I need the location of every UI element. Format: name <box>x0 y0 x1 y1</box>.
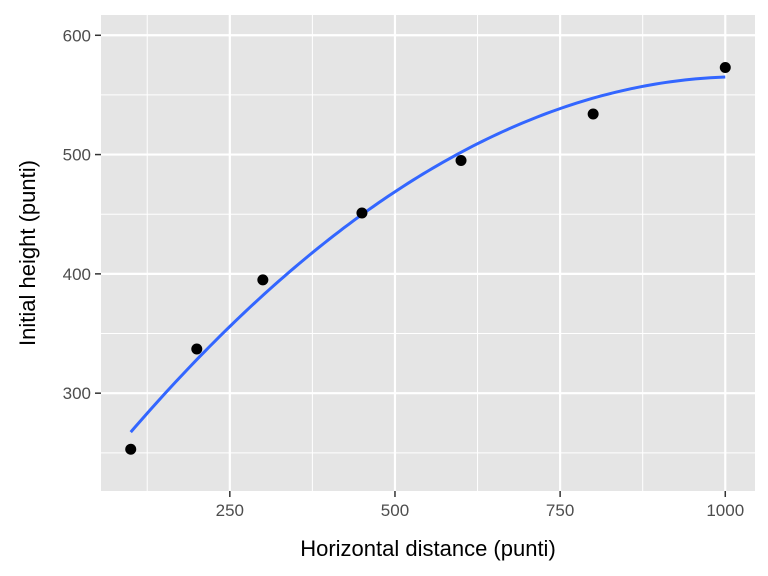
data-point <box>125 443 137 455</box>
plot-panel <box>101 15 755 491</box>
fit-layer <box>129 75 726 434</box>
y-tick-label: 400 <box>63 265 91 284</box>
x-axis-title: Horizontal distance (punti) <box>300 536 556 561</box>
data-point <box>257 274 269 286</box>
x-tick-label: 500 <box>381 501 409 520</box>
data-point <box>356 207 368 219</box>
data-point <box>719 61 731 73</box>
x-tick-label: 250 <box>216 501 244 520</box>
data-point <box>455 155 467 167</box>
x-axis: 250 500 750 1000 <box>216 491 744 520</box>
x-tick-label: 750 <box>546 501 574 520</box>
y-tick-label: 600 <box>63 26 91 45</box>
points-layer <box>125 61 731 455</box>
y-tick-label: 500 <box>63 146 91 165</box>
y-tick-label: 300 <box>63 384 91 403</box>
grid-major <box>101 15 755 491</box>
y-axis-title: Initial height (punti) <box>15 160 40 346</box>
grid-minor <box>101 15 755 491</box>
y-axis: 300 400 500 600 <box>63 26 101 403</box>
fit-line <box>129 75 726 434</box>
data-point <box>191 343 203 355</box>
data-point <box>587 108 599 120</box>
x-tick-label: 1000 <box>706 501 744 520</box>
